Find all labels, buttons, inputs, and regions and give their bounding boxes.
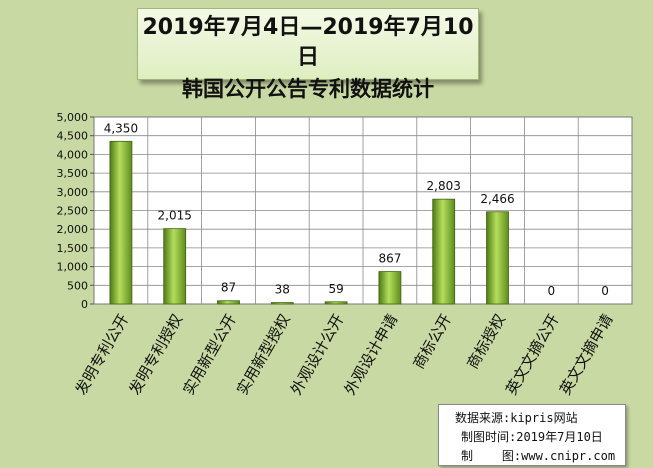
x-tick-label: 英文文摘公开 xyxy=(502,311,563,398)
y-tick-label: 3,500 xyxy=(57,167,89,180)
data-label: 87 xyxy=(221,281,236,295)
bars xyxy=(109,140,509,305)
y-tick-label: 4,500 xyxy=(57,130,89,143)
bar xyxy=(270,302,294,305)
source-info-box: 数据来源:kipris网站 制图时间:2019年7月10日 制 图:www.cn… xyxy=(438,404,626,466)
data-label: 59 xyxy=(328,282,343,296)
y-axis-ticks: 0 500 1,000 1,500 2,000 2,500 3,000 3,500 4,000 4… xyxy=(57,111,89,311)
y-tick-label: 1,500 xyxy=(57,242,89,255)
bar xyxy=(217,300,240,305)
data-source-value: kipris网站 xyxy=(510,411,578,425)
bar xyxy=(109,140,133,305)
data-label: 2,466 xyxy=(480,192,514,206)
x-tick-label: 外观设计公开 xyxy=(287,311,348,398)
chart-date-label: 制图时间: xyxy=(461,430,517,444)
bar xyxy=(432,198,456,305)
data-label: 38 xyxy=(275,283,290,297)
y-tick-label: 0 xyxy=(81,298,88,311)
bar xyxy=(378,271,402,305)
chart-maker-label: 制 图: xyxy=(461,449,522,463)
x-tick-label: 发明专利公开 xyxy=(72,311,133,398)
y-tick-label: 500 xyxy=(67,279,88,292)
bar xyxy=(486,211,509,305)
chart-maker-value: www.cnipr.com xyxy=(521,449,616,463)
chart-maker-row: 制 图:www.cnipr.com xyxy=(461,447,615,464)
chart-date-value: 2019年7月10日 xyxy=(516,430,603,444)
y-tick-label: 2,000 xyxy=(57,223,89,236)
data-label: 0 xyxy=(601,284,609,298)
data-label: 2,803 xyxy=(427,179,461,193)
data-source-label: 数据来源: xyxy=(455,411,511,425)
chart-title: 韩国公开公告专利数据统计 xyxy=(182,77,434,101)
data-label: 867 xyxy=(378,252,401,266)
chart-date-row: 制图时间:2019年7月10日 xyxy=(461,428,603,445)
data-label: 4,350 xyxy=(104,121,138,135)
data-labels: 4,350 2,015 87 38 59 867 2,803 2,466 0 0 xyxy=(104,121,609,298)
y-tick-label: 4,000 xyxy=(57,148,89,161)
x-tick-label: 外观设计申请 xyxy=(341,311,402,398)
y-tick-label: 1,000 xyxy=(57,261,89,274)
data-label: 2,015 xyxy=(158,209,192,223)
x-tick-label: 发明专利授权 xyxy=(126,311,187,398)
x-tick-label: 实用新型授权 xyxy=(233,311,294,398)
chart-title-date-range: 2019年7月4日—2019年7月10日 xyxy=(142,15,474,70)
chart-title-box: 2019年7月4日—2019年7月10日 韩国公开公告专利数据统计 xyxy=(137,8,479,101)
y-tick-label: 5,000 xyxy=(57,111,89,124)
x-tick-label: 商标公开 xyxy=(410,311,456,372)
data-label: 0 xyxy=(547,284,555,298)
bar xyxy=(324,301,348,305)
bar xyxy=(163,228,187,305)
y-tick-label: 3,000 xyxy=(57,186,89,199)
x-tick-label: 商标授权 xyxy=(463,311,509,372)
y-tick-label: 2,500 xyxy=(57,205,89,218)
x-tick-label: 英文文摘申请 xyxy=(556,311,617,398)
data-source-row: 数据来源:kipris网站 xyxy=(455,409,578,426)
x-tick-label: 实用新型公开 xyxy=(179,311,240,398)
